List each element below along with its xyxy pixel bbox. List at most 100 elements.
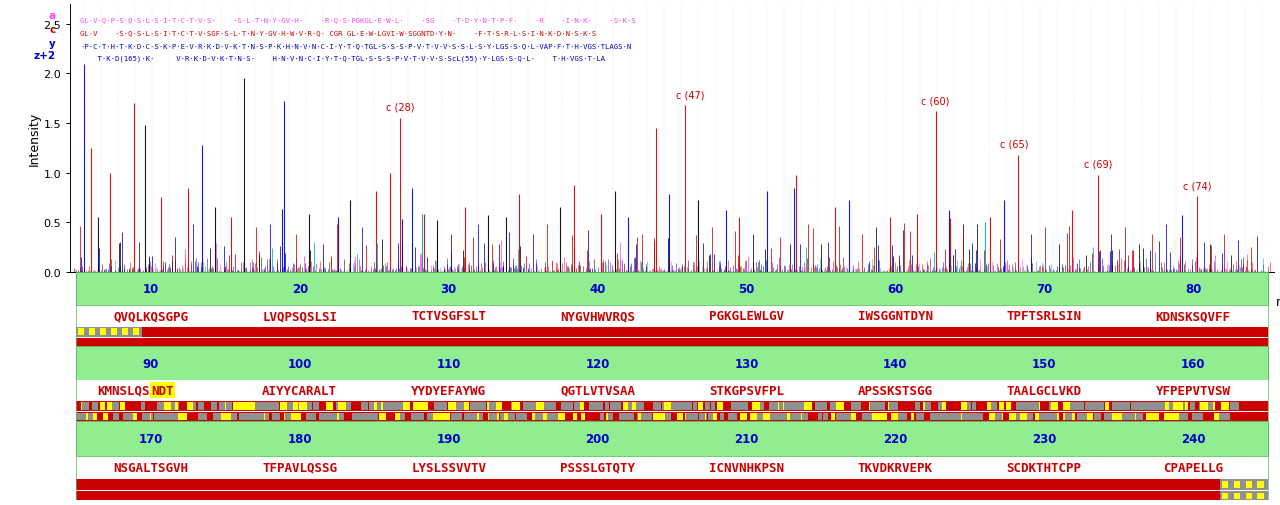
Bar — [508, 413, 512, 420]
Bar — [782, 413, 787, 420]
Bar — [1215, 413, 1219, 420]
Bar — [1117, 402, 1121, 411]
Bar — [77, 491, 1220, 500]
Bar — [298, 402, 303, 411]
Bar — [795, 413, 803, 420]
Bar — [474, 402, 480, 411]
Bar — [497, 402, 502, 411]
Bar — [202, 413, 207, 420]
Bar — [639, 413, 645, 420]
Bar — [1085, 402, 1093, 411]
Text: YFPEPVTVSW: YFPEPVTVSW — [1156, 384, 1230, 397]
Bar — [692, 402, 696, 411]
Bar — [524, 402, 530, 411]
Bar — [684, 402, 692, 411]
Text: GL·V·Q·P·S·Q·S·L·S·I·T·C·T·V·S·    ·S·L·T·N·Y·GV·H·    ·R·Q·S·PGKGL·E·W·L·    ·S: GL·V·Q·P·S·Q·S·L·S·I·T·C·T·V·S· ·S·L·T·N… — [81, 17, 636, 23]
Bar — [550, 413, 557, 420]
Bar — [712, 402, 716, 411]
Bar — [963, 413, 970, 420]
Bar — [940, 402, 946, 411]
Bar — [212, 402, 216, 411]
Bar — [472, 413, 476, 420]
Bar — [488, 402, 493, 411]
Bar — [1148, 402, 1153, 411]
Bar — [837, 413, 842, 420]
Bar — [77, 338, 1267, 346]
Bar — [268, 402, 273, 411]
Text: c (47): c (47) — [676, 90, 704, 100]
Bar — [870, 402, 877, 411]
Bar — [1116, 413, 1121, 420]
Bar — [1174, 413, 1181, 420]
Bar — [973, 413, 979, 420]
Bar — [393, 402, 398, 411]
Bar — [878, 413, 882, 420]
Bar — [82, 413, 88, 420]
Bar — [536, 402, 543, 411]
Bar — [653, 402, 660, 411]
Text: 140: 140 — [883, 357, 908, 370]
Bar — [1166, 413, 1172, 420]
Bar — [1039, 413, 1044, 420]
Bar — [664, 413, 671, 420]
Bar — [147, 413, 151, 420]
Bar — [292, 402, 298, 411]
Bar — [753, 413, 756, 420]
Bar — [787, 402, 791, 411]
Bar — [621, 413, 626, 420]
Bar — [77, 457, 1267, 478]
Bar — [623, 402, 628, 411]
Bar — [1181, 413, 1185, 420]
Bar — [803, 413, 808, 420]
Bar — [256, 413, 264, 420]
Bar — [314, 402, 320, 411]
Bar — [558, 413, 566, 420]
Bar — [1221, 402, 1229, 411]
Bar — [366, 413, 375, 420]
Bar — [90, 329, 95, 335]
Text: c (28): c (28) — [385, 102, 413, 112]
Bar — [897, 413, 905, 420]
Bar — [1114, 402, 1120, 411]
Bar — [561, 402, 567, 411]
Bar — [910, 413, 914, 420]
Bar — [1070, 413, 1074, 420]
Bar — [86, 402, 90, 411]
Bar — [357, 413, 364, 420]
Bar — [82, 402, 87, 411]
Bar — [1257, 481, 1263, 488]
Bar — [287, 402, 293, 411]
Bar — [581, 413, 585, 420]
Bar — [607, 413, 612, 420]
Bar — [77, 401, 1267, 411]
Bar — [265, 402, 273, 411]
Text: GL·V    ·S·Q·S·L·S·I·T·C·T·V·SGF·S·L·T·N·Y·GV·H·W·V·R·Q· CGR GL·E·W·LGVI·W·SGGNT: GL·V ·S·Q·S·L·S·I·T·C·T·V·SGF·S·L·T·N·Y·… — [81, 30, 596, 36]
Bar — [823, 413, 828, 420]
Bar — [77, 338, 1267, 346]
Text: APSSKSTSGG: APSSKSTSGG — [858, 384, 933, 397]
Bar — [998, 402, 1004, 411]
Bar — [512, 402, 520, 411]
Bar — [645, 413, 653, 420]
Bar — [1215, 413, 1220, 420]
Bar — [311, 413, 315, 420]
Bar — [397, 413, 402, 420]
Bar — [147, 413, 152, 420]
Bar — [818, 413, 822, 420]
Bar — [232, 413, 237, 420]
Bar — [433, 413, 440, 420]
Bar — [531, 402, 539, 411]
Bar — [1121, 402, 1128, 411]
Bar — [763, 413, 769, 420]
Bar — [1068, 402, 1073, 411]
Bar — [1179, 402, 1185, 411]
Bar — [255, 402, 261, 411]
Bar — [1166, 402, 1169, 411]
Bar — [223, 413, 230, 420]
Bar — [1018, 413, 1025, 420]
Bar — [397, 402, 403, 411]
Bar — [641, 413, 649, 420]
Bar — [1085, 402, 1094, 411]
Bar — [577, 402, 584, 411]
Text: 150: 150 — [1032, 357, 1056, 370]
